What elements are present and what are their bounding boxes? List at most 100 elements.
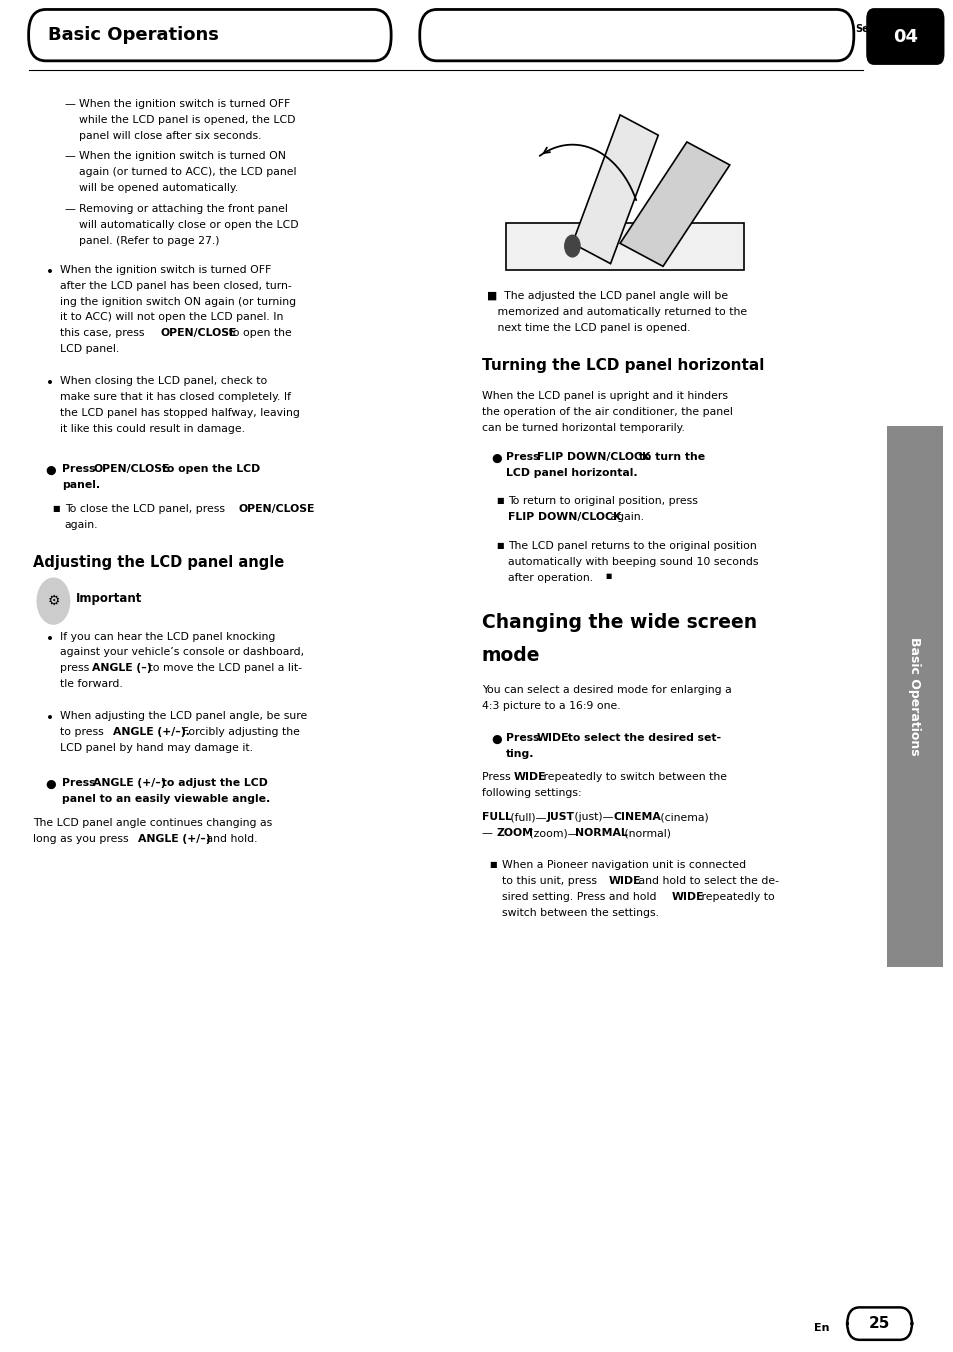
Text: ●: ●: [46, 779, 56, 791]
Text: ■: ■: [496, 541, 503, 550]
Text: again.: again.: [65, 521, 98, 530]
Text: next time the LCD panel is opened.: next time the LCD panel is opened.: [486, 323, 689, 333]
Text: will automatically close or open the LCD: will automatically close or open the LCD: [79, 220, 298, 230]
Text: ZOOM: ZOOM: [496, 829, 533, 838]
Text: to open the: to open the: [225, 329, 292, 338]
Text: OPEN/CLOSE: OPEN/CLOSE: [93, 464, 170, 475]
Text: (cinema): (cinema): [657, 813, 708, 822]
Text: (zoom)—: (zoom)—: [525, 829, 578, 838]
Text: —: —: [65, 204, 75, 214]
Text: ●: ●: [46, 464, 56, 477]
Text: Basic Operations: Basic Operations: [48, 26, 218, 45]
Text: The LCD panel returns to the original position: The LCD panel returns to the original po…: [508, 541, 757, 552]
Text: tle forward.: tle forward.: [60, 680, 123, 690]
Text: Press: Press: [505, 452, 542, 462]
Text: 25: 25: [868, 1315, 889, 1332]
Text: switch between the settings.: switch between the settings.: [501, 909, 659, 918]
Text: —: —: [65, 99, 75, 108]
Text: (normal): (normal): [620, 829, 670, 838]
Text: FLIP DOWN/CLOCK: FLIP DOWN/CLOCK: [508, 512, 621, 522]
Polygon shape: [619, 142, 729, 266]
Text: The LCD panel angle continues changing as: The LCD panel angle continues changing a…: [33, 818, 273, 829]
Text: Press: Press: [62, 779, 99, 788]
Circle shape: [37, 579, 70, 625]
Polygon shape: [572, 115, 658, 264]
Text: to turn the: to turn the: [635, 452, 705, 462]
Text: ⚙: ⚙: [47, 594, 60, 608]
Text: LCD panel horizontal.: LCD panel horizontal.: [505, 468, 637, 477]
Text: panel will close after six seconds.: panel will close after six seconds.: [79, 131, 261, 141]
Text: To close the LCD panel, press: To close the LCD panel, press: [65, 504, 228, 514]
Text: When the LCD panel is upright and it hinders: When the LCD panel is upright and it hin…: [481, 391, 727, 402]
Text: to select the desired set-: to select the desired set-: [563, 733, 720, 742]
Text: LCD panel.: LCD panel.: [60, 345, 119, 354]
Text: WIDE: WIDE: [537, 733, 569, 742]
Text: NORMAL: NORMAL: [575, 829, 627, 838]
Text: repeatedly to switch between the: repeatedly to switch between the: [539, 772, 726, 783]
Text: ■: ■: [605, 573, 612, 579]
Text: ●: ●: [491, 733, 501, 745]
Text: 4:3 picture to a 16:9 one.: 4:3 picture to a 16:9 one.: [481, 700, 619, 711]
Text: mode: mode: [481, 646, 539, 665]
Text: to move the LCD panel a lit-: to move the LCD panel a lit-: [145, 664, 302, 673]
Text: When a Pioneer navigation unit is connected: When a Pioneer navigation unit is connec…: [501, 860, 745, 871]
Text: OPEN/CLOSE: OPEN/CLOSE: [238, 504, 314, 514]
Text: When the ignition switch is turned OFF: When the ignition switch is turned OFF: [60, 265, 271, 274]
Text: Changing the wide screen: Changing the wide screen: [481, 612, 756, 631]
Text: —: —: [65, 151, 75, 161]
Text: •: •: [46, 265, 53, 279]
Text: to open the LCD: to open the LCD: [158, 464, 260, 475]
Text: JUST: JUST: [546, 813, 574, 822]
Text: the LCD panel has stopped halfway, leaving: the LCD panel has stopped halfway, leavi…: [60, 408, 299, 418]
Text: long as you press: long as you press: [33, 834, 132, 844]
Text: press: press: [60, 664, 92, 673]
Text: FULL: FULL: [481, 813, 511, 822]
Text: ●: ●: [491, 452, 501, 465]
Text: 04: 04: [892, 27, 917, 46]
Text: When adjusting the LCD panel angle, be sure: When adjusting the LCD panel angle, be s…: [60, 711, 307, 722]
Text: ing the ignition switch ON again (or turning: ing the ignition switch ON again (or tur…: [60, 296, 296, 307]
Text: ANGLE (+/–).: ANGLE (+/–).: [112, 727, 190, 737]
Text: ANGLE (+/–): ANGLE (+/–): [138, 834, 211, 844]
Text: panel to an easily viewable angle.: panel to an easily viewable angle.: [62, 794, 270, 804]
Text: To return to original position, press: To return to original position, press: [508, 496, 698, 507]
Text: Important: Important: [76, 592, 143, 604]
Text: make sure that it has closed completely. If: make sure that it has closed completely.…: [60, 392, 291, 403]
Text: •: •: [46, 711, 53, 725]
Text: You can select a desired mode for enlarging a: You can select a desired mode for enlarg…: [481, 684, 731, 695]
FancyBboxPatch shape: [846, 1307, 911, 1340]
Circle shape: [564, 235, 579, 257]
Text: ■  The adjusted the LCD panel angle will be: ■ The adjusted the LCD panel angle will …: [486, 291, 727, 300]
Text: sired setting. Press and hold: sired setting. Press and hold: [501, 892, 659, 902]
Text: will be opened automatically.: will be opened automatically.: [79, 184, 238, 193]
Text: •: •: [46, 376, 53, 391]
Text: ANGLE (–): ANGLE (–): [91, 664, 151, 673]
Text: FLIP DOWN/CLOCK: FLIP DOWN/CLOCK: [537, 452, 650, 462]
Text: it to ACC) will not open the LCD panel. In: it to ACC) will not open the LCD panel. …: [60, 312, 283, 323]
Text: •: •: [46, 631, 53, 645]
Text: ting.: ting.: [505, 749, 534, 758]
Text: —: —: [481, 829, 492, 838]
Text: OPEN/CLOSE: OPEN/CLOSE: [160, 329, 236, 338]
Text: If you can hear the LCD panel knocking: If you can hear the LCD panel knocking: [60, 631, 275, 642]
Text: to this unit, press: to this unit, press: [501, 876, 599, 886]
Text: Press: Press: [62, 464, 99, 475]
Text: to press: to press: [60, 727, 108, 737]
Text: repeatedly to: repeatedly to: [698, 892, 774, 902]
FancyBboxPatch shape: [419, 9, 853, 61]
Text: When the ignition switch is turned ON: When the ignition switch is turned ON: [79, 151, 286, 161]
Text: Adjusting the LCD panel angle: Adjusting the LCD panel angle: [33, 554, 284, 571]
Text: again.: again.: [606, 512, 643, 522]
Text: the operation of the air conditioner, the panel: the operation of the air conditioner, th…: [481, 407, 732, 418]
Text: it like this could result in damage.: it like this could result in damage.: [60, 425, 245, 434]
Text: When closing the LCD panel, check to: When closing the LCD panel, check to: [60, 376, 267, 387]
Text: Removing or attaching the front panel: Removing or attaching the front panel: [79, 204, 288, 214]
FancyBboxPatch shape: [29, 9, 391, 61]
Text: WIDE: WIDE: [513, 772, 545, 783]
Text: panel. (Refer to page 27.): panel. (Refer to page 27.): [79, 235, 219, 246]
Text: En: En: [814, 1322, 829, 1333]
Text: against your vehicle’s console or dashboard,: against your vehicle’s console or dashbo…: [60, 648, 304, 657]
Text: ■: ■: [496, 496, 503, 506]
Text: this case, press: this case, press: [60, 329, 148, 338]
Text: while the LCD panel is opened, the LCD: while the LCD panel is opened, the LCD: [79, 115, 295, 124]
